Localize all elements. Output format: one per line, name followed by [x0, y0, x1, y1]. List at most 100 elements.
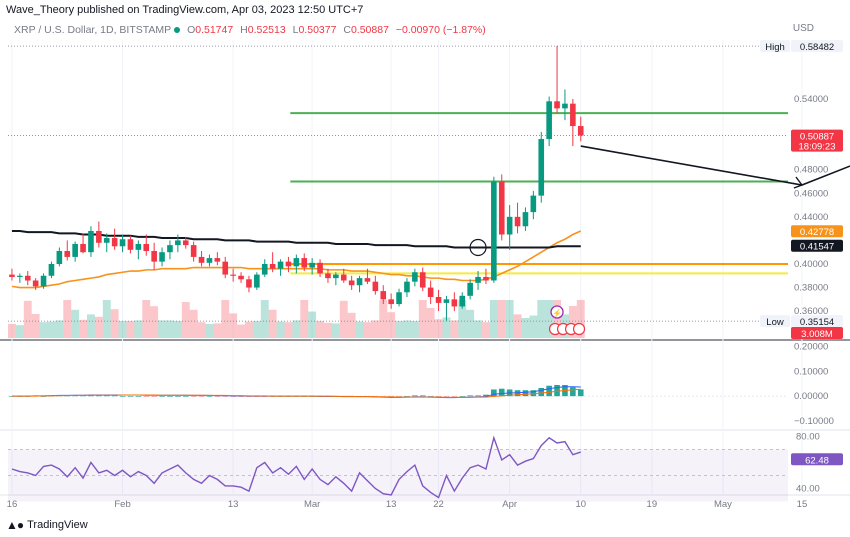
macd-histogram-bar [498, 388, 505, 397]
volume-bar [150, 306, 159, 338]
volume-bar [403, 320, 411, 338]
candle-body [380, 291, 387, 300]
macd-histogram-bar [222, 396, 229, 397]
macd-histogram-bar [88, 395, 94, 397]
candle-body [190, 245, 197, 257]
price-axis-label: 0.38000 [794, 283, 828, 294]
candle-body [475, 276, 481, 283]
time-axis-label: 13 [386, 499, 397, 510]
macd-histogram-bar [419, 395, 426, 397]
macd-histogram-bar [443, 396, 450, 397]
volume-bar [118, 321, 127, 338]
candle-body [325, 273, 331, 279]
volume-bar [308, 311, 317, 338]
symbol-name: XRP / U.S. Dollar, 1D, BITSTAMP [14, 24, 172, 36]
volume-bar [31, 314, 40, 338]
candle-body [356, 278, 363, 286]
footer-brand: TradingView [27, 519, 88, 531]
candle-body [175, 240, 181, 246]
volume-bar [513, 314, 522, 338]
tradingview-logo-icon: ▲● [6, 518, 24, 532]
candle-body [246, 279, 252, 288]
candle-body [285, 261, 292, 267]
candle-body [159, 252, 165, 262]
candle-body [32, 280, 39, 287]
volume-bar [410, 321, 419, 338]
volume-bar [8, 324, 16, 338]
projection-path: ⚡ [548, 145, 850, 336]
candle-body [443, 299, 450, 303]
rsi-axis-label: 40.00 [796, 484, 820, 495]
macd-histogram-bar [175, 396, 181, 397]
candle-body [230, 274, 236, 276]
candle-body [364, 278, 371, 282]
volume-bar [576, 300, 585, 338]
macd-histogram-bar [538, 387, 545, 397]
volume-bar [245, 321, 253, 338]
volume-bar [213, 323, 222, 338]
volume-bar [260, 300, 269, 338]
candle-body [530, 195, 537, 213]
volume-bar [221, 300, 230, 338]
volume-bar [347, 312, 356, 338]
candle-body [151, 251, 157, 262]
candle-body [127, 239, 134, 250]
volume-bar [229, 313, 238, 338]
candle-body [72, 243, 78, 257]
candle-body [317, 262, 323, 274]
volume-bar [545, 300, 554, 338]
volume-bar [181, 302, 190, 338]
volume-bar [553, 300, 561, 338]
volume-bar [442, 317, 451, 338]
candle-body [182, 240, 189, 246]
candle-body [412, 272, 418, 282]
candle-body [404, 281, 410, 293]
volume-bar [94, 316, 103, 338]
candle-body [451, 299, 458, 307]
candle-body [277, 261, 284, 269]
volume-bar [110, 309, 119, 338]
candle-body [40, 275, 47, 287]
macd-histogram-bar [451, 396, 458, 397]
horizontal-levels [8, 45, 788, 322]
low-value: 0.50377 [298, 24, 337, 36]
candle-body [198, 256, 205, 263]
volume-bar [324, 322, 332, 338]
volume-bar [482, 322, 490, 338]
low-price-tag-bg [791, 315, 843, 328]
macd-histogram-bar [238, 396, 244, 397]
candle-body [111, 238, 118, 247]
volume-bar [15, 325, 24, 338]
macd-histogram-bar [167, 396, 173, 397]
footer: ▲● TradingView [6, 518, 88, 532]
time-axis-label: 10 [575, 499, 586, 510]
low-price-tag: 0.35154 [800, 317, 834, 328]
rsi-axis-label: 80.00 [796, 432, 820, 443]
volume-bar [434, 319, 443, 338]
macd-histogram-bar [159, 396, 165, 397]
sma-orange-tag: 0.42778 [800, 227, 834, 238]
low-price-tag-label: Low [766, 317, 784, 328]
volume-bar [23, 300, 32, 338]
macd-histogram-bar [491, 389, 497, 397]
candle-body [48, 263, 55, 276]
macd-histogram-bar [135, 396, 142, 397]
candles [9, 45, 584, 321]
candle-body [348, 280, 355, 286]
candle-body [261, 263, 268, 275]
candle-body [340, 274, 347, 281]
macd-histogram-bar [396, 396, 402, 397]
macd-axis-label: 0.10000 [794, 366, 828, 377]
close-value: 0.50887 [350, 24, 389, 36]
price-axis-label: 0.54000 [794, 94, 828, 105]
currency-label: USD [792, 23, 814, 34]
candle-body [119, 239, 126, 247]
change-value: −0.00970 (−1.87%) [395, 24, 486, 36]
high-value: 0.52513 [247, 24, 286, 36]
candle-body [214, 258, 221, 262]
macd-histogram-bar [214, 396, 221, 397]
volume-bar [387, 312, 396, 338]
volume-area [8, 300, 585, 338]
candle-body [222, 261, 229, 275]
